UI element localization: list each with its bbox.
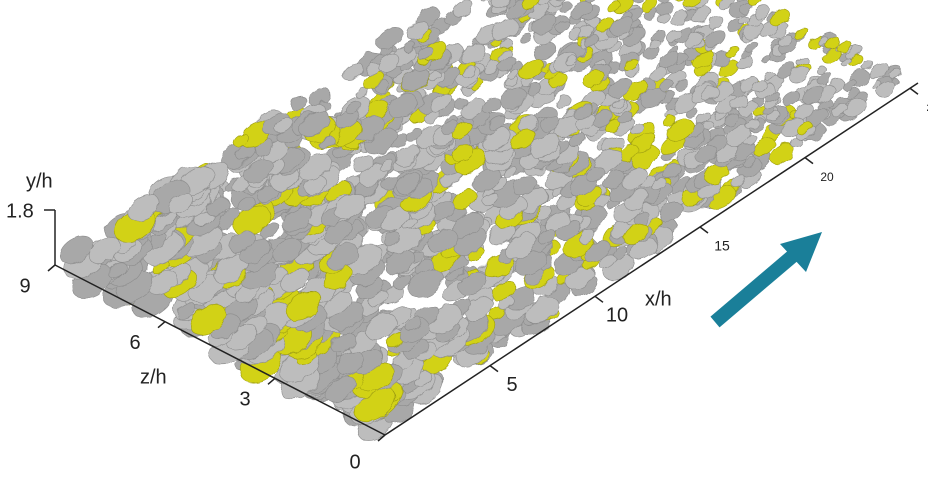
x-axis-label: x/h xyxy=(645,288,672,310)
y-tick-label: 1.8 xyxy=(6,200,34,222)
x-tick xyxy=(490,366,498,372)
structure xyxy=(518,32,533,46)
x-tick xyxy=(700,227,708,233)
x-tick-label: 5 xyxy=(506,374,517,396)
x-tick-label: 20 xyxy=(820,170,834,184)
z-tick xyxy=(158,322,165,328)
y-axis-label: y/h xyxy=(26,170,53,192)
x-tick-label: 10 xyxy=(606,305,628,327)
x-tick xyxy=(805,158,813,164)
isosurfaces xyxy=(55,0,904,447)
z-tick xyxy=(268,378,275,384)
flow-arrow xyxy=(715,232,822,322)
x-tick-label: 15 xyxy=(714,238,730,254)
z-tick-label: 3 xyxy=(239,389,250,411)
z-axis-label: z/h xyxy=(140,366,167,388)
page: 1.80369510152025 y/h z/h x/h (() => { co… xyxy=(0,0,928,485)
z-tick-label: 0 xyxy=(349,451,360,473)
figure: 1.80369510152025 y/h z/h x/h xyxy=(0,0,928,485)
x-tick xyxy=(595,296,603,302)
z-tick xyxy=(48,265,55,271)
x-tick xyxy=(910,88,918,94)
z-tick-label: 6 xyxy=(129,332,140,354)
z-tick-label: 9 xyxy=(19,275,30,297)
